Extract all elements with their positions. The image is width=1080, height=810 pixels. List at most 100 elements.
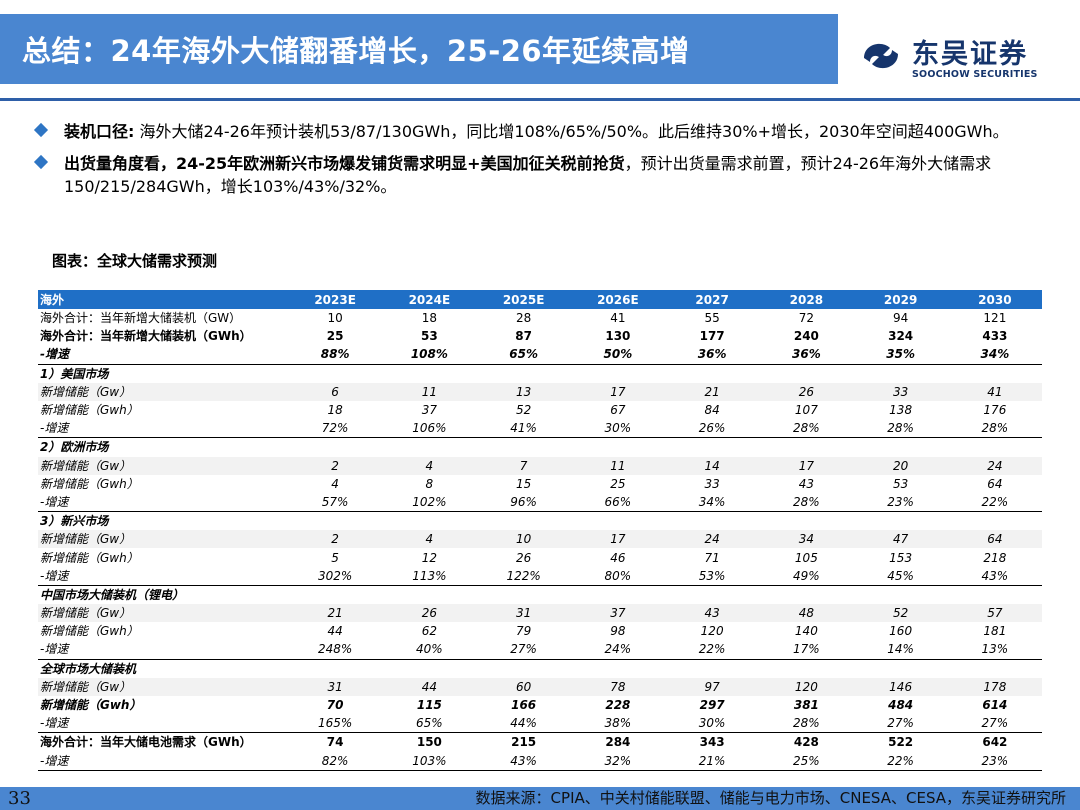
table-cell: 55 bbox=[704, 311, 720, 326]
table-cell bbox=[571, 364, 665, 383]
row-label: 新增储能（Gwh） bbox=[40, 550, 139, 565]
table-cell: 103% bbox=[382, 751, 477, 771]
table-cell bbox=[477, 585, 571, 604]
company-logo: 东吴证券 SOOCHOW SECURITIES bbox=[858, 32, 1058, 84]
table-cell: 218 bbox=[983, 550, 1007, 565]
table-cell: 4 bbox=[382, 456, 477, 475]
row-label: 新增储能（Gw） bbox=[38, 456, 288, 475]
table-cell: 96% bbox=[476, 492, 571, 513]
table-cell: 26 bbox=[382, 604, 477, 623]
header-year: 2023E bbox=[288, 290, 383, 309]
table-cell bbox=[854, 659, 948, 678]
table-cell: 78 bbox=[570, 677, 665, 696]
table-cell bbox=[759, 512, 853, 531]
table-cell: 28% bbox=[947, 419, 1042, 439]
table-cell: 4 bbox=[382, 530, 477, 549]
table-cell: 52 bbox=[853, 604, 948, 623]
table-cell: 64 bbox=[987, 476, 1003, 491]
table-cell: 14% bbox=[853, 640, 948, 660]
table-cell bbox=[288, 438, 382, 457]
table-cell: 74 bbox=[326, 735, 344, 750]
table-cell: 21% bbox=[665, 751, 760, 771]
table-row: 新增储能（Gwh） 18 37 52 67 84 107 138 176 bbox=[38, 401, 1042, 419]
table-cell: 84 bbox=[704, 403, 720, 418]
table-cell: 80% bbox=[570, 566, 665, 586]
table-cell: 5 bbox=[331, 550, 339, 565]
table-cell bbox=[759, 364, 853, 383]
table-row: 海外合计：当年大储电池需求（GWh） 74 150 215 284 343 428 522 64… bbox=[38, 733, 1042, 752]
table-row: -增速 165% 65% 44% 38% 30% 28% 27% 27% bbox=[38, 714, 1042, 734]
table-cell: 115 bbox=[416, 698, 442, 713]
table-cell: 31 bbox=[288, 677, 383, 696]
table-row: 新增储能（Gwh） 5 12 26 46 71 105 153 218 bbox=[38, 548, 1042, 566]
table-cell: 30% bbox=[570, 419, 665, 439]
table-cell: 36% bbox=[665, 345, 760, 365]
table-cell: 71 bbox=[704, 550, 720, 565]
table-cell: 228 bbox=[605, 698, 631, 713]
table-cell: 433 bbox=[982, 329, 1008, 344]
table-cell bbox=[477, 512, 571, 531]
header-year: 2024E bbox=[382, 290, 477, 309]
table-cell: 62 bbox=[421, 624, 438, 639]
row-label: -增速 bbox=[38, 714, 288, 734]
table-cell: 82% bbox=[288, 751, 383, 771]
table-cell: 10 bbox=[476, 530, 571, 549]
table-row: 新增储能（Gw） 2 4 10 17 24 34 47 64 bbox=[38, 530, 1042, 549]
table-cell: 60 bbox=[476, 677, 571, 696]
table-cell bbox=[948, 438, 1042, 457]
table-cell bbox=[571, 659, 665, 678]
table-cell: 140 bbox=[794, 624, 818, 639]
table-cell bbox=[665, 364, 759, 383]
table-cell: 122% bbox=[476, 566, 571, 586]
table-cell: 14 bbox=[665, 456, 760, 475]
table-cell: 43% bbox=[947, 566, 1042, 586]
bullet-shipment: 出货量角度看，24-25年欧洲新兴市场爆发铺货需求明显+美国加征关税前抢货，预计… bbox=[32, 152, 1052, 198]
table-cell bbox=[571, 438, 665, 457]
table-cell: 25 bbox=[326, 329, 344, 344]
table-row: -增速 88% 108% 65% 50% 36% 36% 35% 34% bbox=[38, 345, 1042, 365]
table-cell: 41 bbox=[610, 311, 626, 326]
table-cell: 17 bbox=[759, 456, 854, 475]
table-row: 新增储能（Gw） 6 11 13 17 21 26 33 41 bbox=[38, 382, 1042, 401]
table-cell: 27% bbox=[947, 714, 1042, 734]
table-cell: 120 bbox=[759, 677, 854, 696]
table-cell: 87 bbox=[515, 329, 532, 344]
table-cell: 30% bbox=[665, 714, 760, 734]
row-label: 新增储能（Gw） bbox=[38, 530, 288, 549]
table-cell bbox=[948, 364, 1042, 383]
table-cell: 21 bbox=[665, 382, 760, 401]
table-cell: 35% bbox=[853, 345, 948, 365]
table-cell: 138 bbox=[889, 403, 913, 418]
table-cell: 614 bbox=[982, 698, 1008, 713]
table-cell: 72 bbox=[798, 311, 815, 326]
table-cell: 31 bbox=[476, 604, 571, 623]
demand-forecast-table: 海外 2023E 2024E 2025E 2026E 2027 2028 2029 2030 海外… bbox=[38, 290, 1042, 771]
table-cell: 34% bbox=[665, 492, 760, 513]
row-label: -增速 bbox=[38, 566, 288, 586]
table-cell bbox=[759, 585, 853, 604]
table-cell: 53 bbox=[421, 329, 438, 344]
table-cell: 10 bbox=[327, 311, 343, 326]
table-cell: 34 bbox=[759, 530, 854, 549]
table-cell bbox=[948, 659, 1042, 678]
table-cell: 41% bbox=[476, 419, 571, 439]
table-row: 1）美国市场 bbox=[38, 364, 1042, 383]
table-cell: 70 bbox=[326, 698, 344, 713]
table-cell bbox=[854, 585, 948, 604]
header-region: 海外 bbox=[38, 290, 288, 309]
table-cell: 7 bbox=[476, 456, 571, 475]
table-cell: 177 bbox=[699, 329, 725, 344]
table-cell: 484 bbox=[888, 698, 914, 713]
table-cell: 97 bbox=[665, 677, 760, 696]
table-cell: 8 bbox=[425, 476, 434, 491]
table-cell: 94 bbox=[892, 311, 909, 326]
table-cell: 215 bbox=[511, 735, 537, 750]
table-row: -增速 72% 106% 41% 30% 26% 28% 28% 28% bbox=[38, 419, 1042, 439]
table-row: 中国市场大储装机（锂电） bbox=[38, 585, 1042, 604]
table-cell: 44 bbox=[382, 677, 477, 696]
table-cell: 166 bbox=[511, 698, 537, 713]
header-year: 2026E bbox=[570, 290, 665, 309]
table-cell: 284 bbox=[605, 735, 631, 750]
table-cell: 4 bbox=[331, 476, 339, 491]
table-cell: 25% bbox=[759, 751, 854, 771]
